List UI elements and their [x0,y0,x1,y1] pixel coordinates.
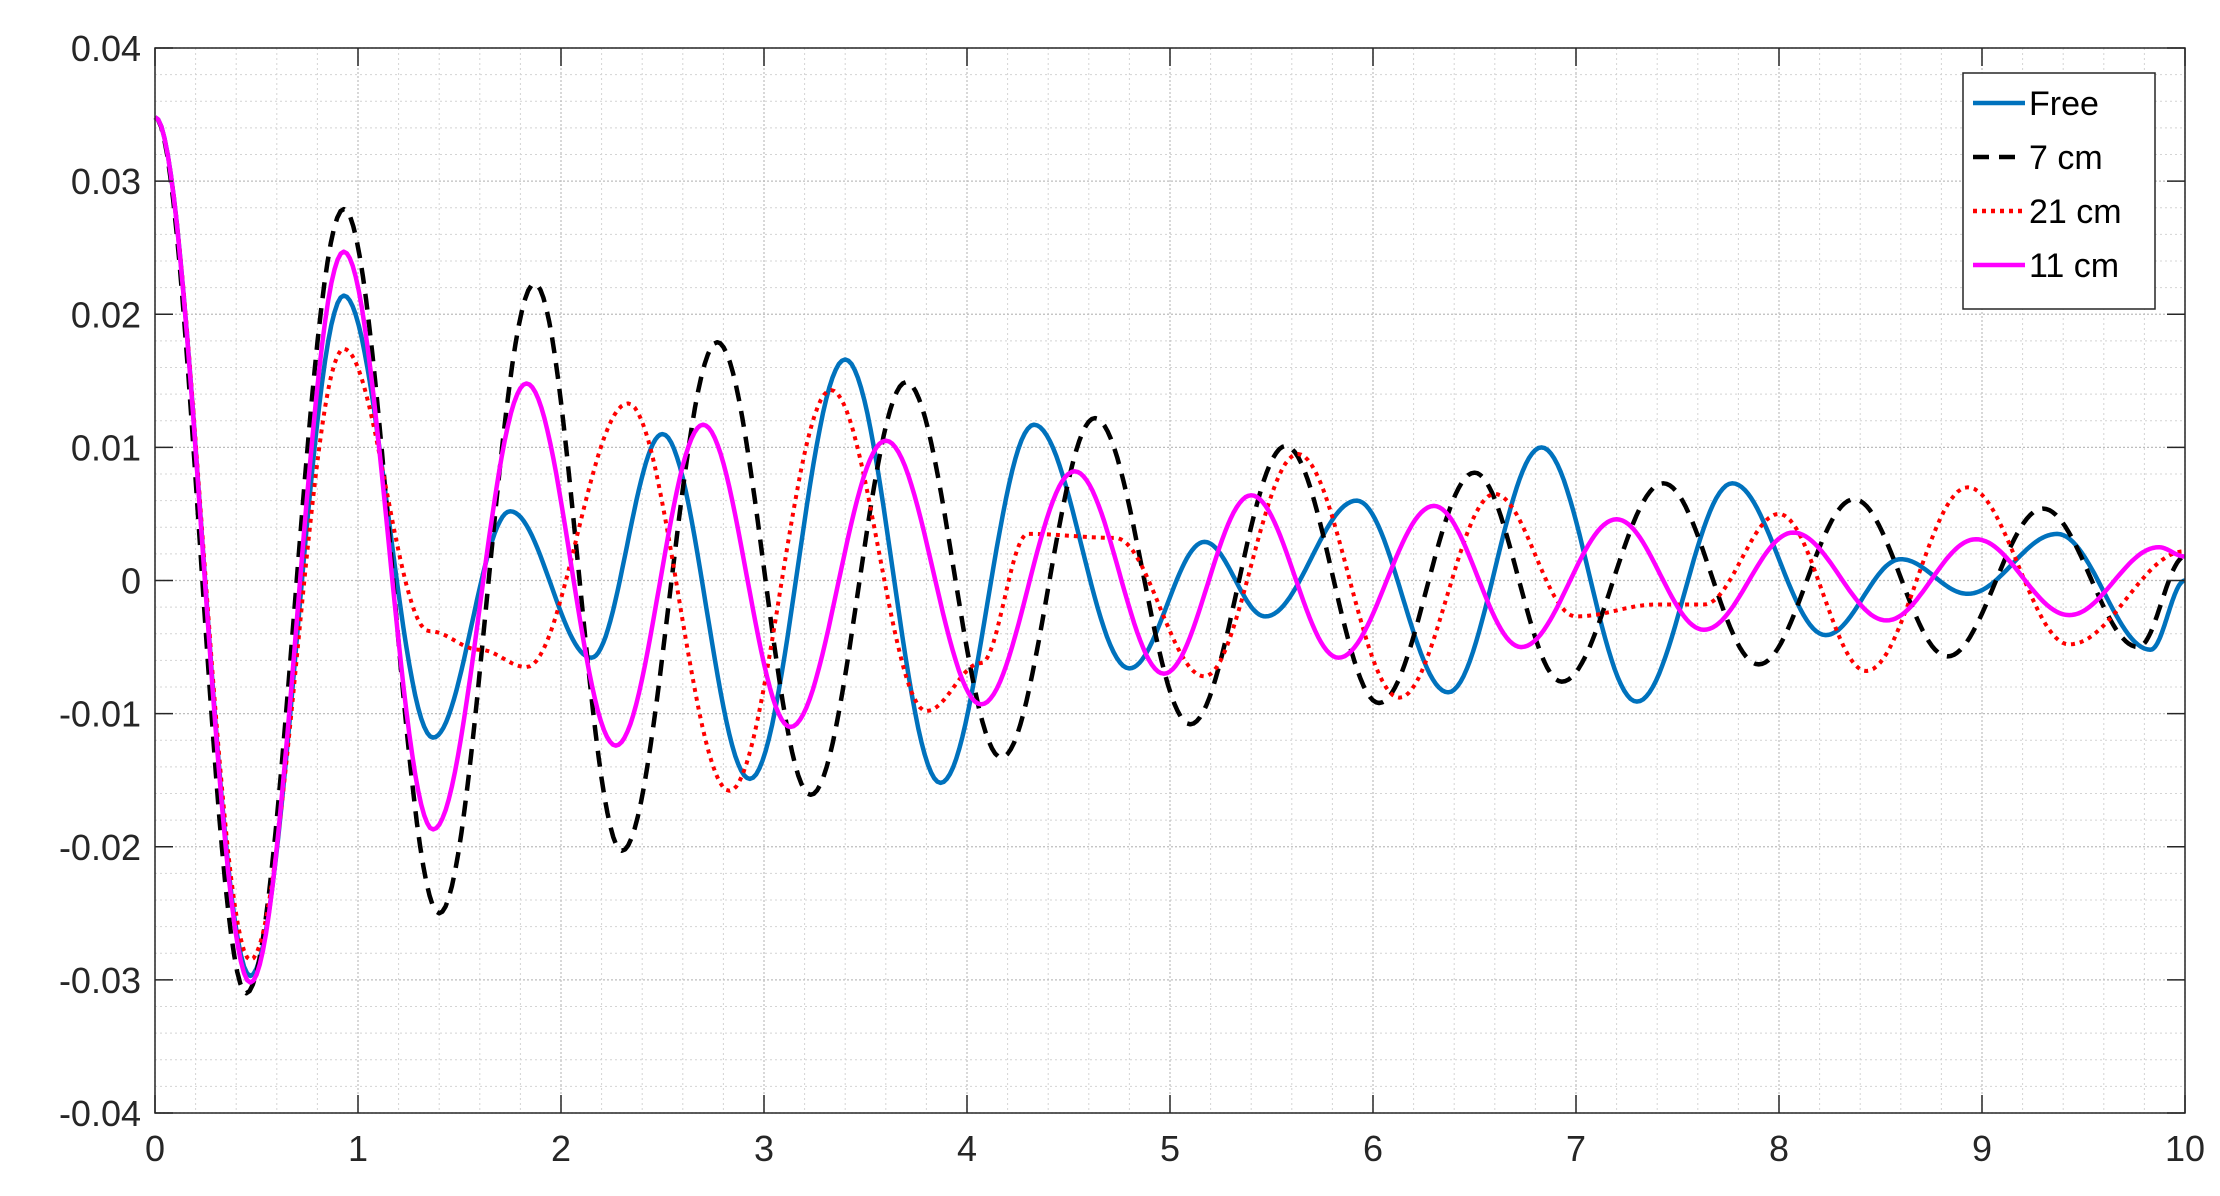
x-tick-label: 4 [957,1128,977,1169]
legend-box [1962,72,2156,310]
x-tick-labels: 0 1 2 3 4 5 6 7 8 9 10 [145,1128,2205,1169]
y-tick-label: 0.02 [71,294,141,335]
y-tick-label: -0.01 [59,694,141,735]
series-line-3 [153,115,2187,985]
x-tick-label: 7 [1566,1128,1586,1169]
y-tick-label: 0.03 [71,161,141,202]
y-tick-labels: -0.04 -0.03 -0.02 -0.01 0 0.01 0.02 0.03 0.04 [59,28,141,1134]
y-tick-label: 0 [121,561,141,602]
y-tick-label: -0.04 [59,1093,141,1134]
x-tick-label: 9 [1972,1128,1992,1169]
x-tick-label: 2 [551,1128,571,1169]
x-tick-label: 5 [1160,1128,1180,1169]
series-layer [153,115,2187,996]
x-tick-label: 10 [2165,1128,2205,1169]
x-tick-label: 0 [145,1128,165,1169]
axis-ticks [154,47,2186,1114]
x-tick-label: 1 [348,1128,368,1169]
legend-label: 11 cm [2029,247,2119,285]
legend-label: 21 cm [2029,193,2122,231]
x-tick-label: 3 [754,1128,774,1169]
y-tick-label: -0.02 [59,827,141,868]
x-tick-label: 8 [1769,1128,1789,1169]
y-tick-label: -0.03 [59,960,141,1001]
legend: Free 7 cm 21 cm 11 cm [1962,72,2156,310]
series-line-2 [153,115,2186,962]
y-tick-label: 0.01 [71,427,141,468]
y-tick-label: 0.04 [71,28,141,69]
series-line-0 [153,115,2187,979]
legend-label: Free [2029,85,2099,123]
legend-label: 7 cm [2029,139,2103,177]
x-tick-label: 6 [1363,1128,1383,1169]
